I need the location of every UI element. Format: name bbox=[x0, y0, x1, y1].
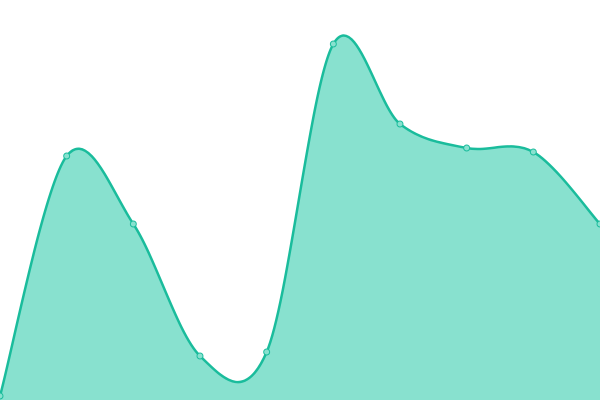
point bbox=[196, 352, 204, 360]
point bbox=[0, 392, 4, 400]
point bbox=[596, 220, 600, 228]
point bbox=[63, 152, 71, 160]
point bbox=[263, 348, 271, 356]
point bbox=[463, 144, 471, 152]
area bbox=[0, 35, 600, 400]
point bbox=[529, 148, 537, 156]
point bbox=[329, 40, 337, 48]
point bbox=[129, 220, 137, 228]
point bbox=[396, 120, 404, 128]
